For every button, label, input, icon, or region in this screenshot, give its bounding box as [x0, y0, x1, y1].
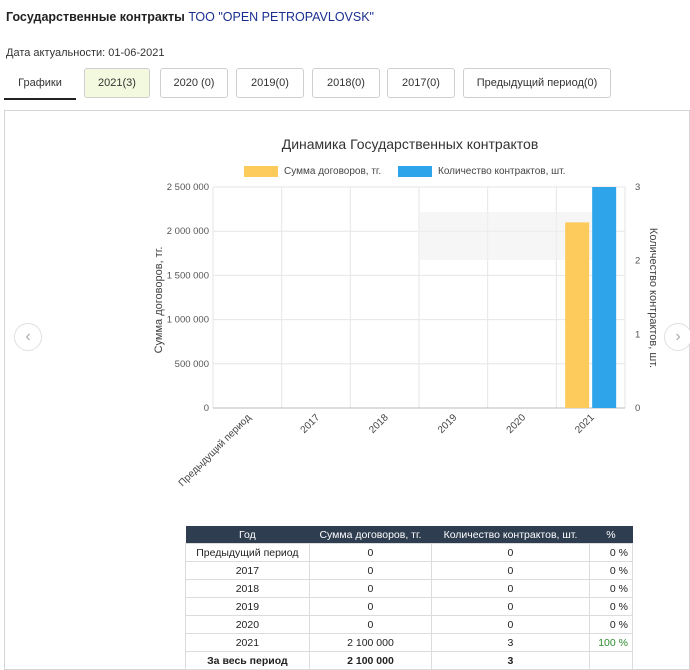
cell-count: 0 — [431, 579, 590, 598]
chart-title: Динамика Государственных контрактов — [281, 136, 539, 152]
tab-2018[interactable]: 2018(0) — [312, 68, 380, 98]
cell-year: 2020 — [185, 615, 310, 634]
table-row: 2020 0 0 0 % — [185, 615, 634, 634]
col-percent: % — [589, 526, 633, 544]
cell-total-sum: 2 100 000 — [308, 651, 433, 670]
cell-percent: 0 % — [588, 561, 634, 580]
cell-total-count: 3 — [431, 651, 590, 670]
chevron-right-icon: › — [675, 328, 681, 345]
page-header: Государственные контракты ТОО "OPEN PETR… — [6, 10, 374, 24]
cell-count: 0 — [431, 615, 590, 634]
table-header-row: Год Сумма договоров, тг. Количество конт… — [185, 526, 633, 544]
legend-item-sum[interactable]: Сумма договоров, тг. — [244, 166, 381, 177]
contracts-table: Год Сумма договоров, тг. Количество конт… — [185, 526, 634, 670]
cell-percent: 0 % — [588, 579, 634, 598]
table-row: 2019 0 0 0 % — [185, 597, 634, 616]
cell-sum: 0 — [308, 543, 433, 562]
tab-2021[interactable]: 2021(3) — [84, 68, 150, 98]
table-row: 2018 0 0 0 % — [185, 579, 634, 598]
company-name[interactable]: ТОО "OPEN PETROPAVLOVSK" — [188, 10, 374, 24]
cell-percent: 100 % — [588, 633, 634, 652]
cell-percent: 0 % — [588, 615, 634, 634]
cell-sum: 2 100 000 — [308, 633, 433, 652]
cell-count: 3 — [431, 633, 590, 652]
tab-2017[interactable]: 2017(0) — [387, 68, 455, 98]
legend-label-count: Количество контрактов, шт. — [438, 166, 566, 177]
tab-2020[interactable]: 2020 (0) — [160, 68, 228, 98]
legend-label-sum: Сумма договоров, тг. — [284, 166, 382, 177]
table-row: 2017 0 0 0 % — [185, 561, 634, 580]
chevron-left-icon: ‹ — [25, 328, 31, 345]
carousel-next-button[interactable]: › — [664, 323, 690, 351]
tab-charts[interactable]: Графики — [4, 68, 76, 100]
cell-sum: 0 — [308, 597, 433, 616]
cell-total-percent — [588, 651, 634, 670]
tab-previous-period[interactable]: Предыдущий период(0) — [463, 68, 611, 98]
table-row: 2021 2 100 000 3 100 % — [185, 633, 634, 652]
cell-sum: 0 — [308, 615, 433, 634]
page-title: Государственные контракты — [6, 10, 185, 24]
col-count: Количество контрактов, шт. — [431, 526, 590, 544]
cell-count: 0 — [431, 561, 590, 580]
col-sum: Сумма договоров, тг. — [309, 526, 432, 544]
carousel-prev-button[interactable]: ‹ — [14, 323, 42, 351]
cell-year: 2017 — [185, 561, 310, 580]
legend-item-count[interactable]: Количество контрактов, шт. — [398, 166, 565, 177]
cell-year: 2019 — [185, 597, 310, 616]
cell-sum: 0 — [308, 561, 433, 580]
col-year: Год — [185, 526, 310, 544]
table-total-row: За весь период 2 100 000 3 — [185, 651, 634, 670]
cell-percent: 0 % — [588, 597, 634, 616]
cell-total-label: За весь период — [185, 651, 310, 670]
cell-year: Предыдущий период — [185, 543, 310, 562]
cell-sum: 0 — [308, 579, 433, 598]
cell-percent: 0 % — [588, 543, 634, 562]
cell-count: 0 — [431, 597, 590, 616]
tab-2019[interactable]: 2019(0) — [236, 68, 304, 98]
legend-swatch-sum — [244, 166, 278, 177]
legend-swatch-count — [398, 166, 432, 177]
update-date: Дата актуальности: 01-06-2021 — [6, 47, 165, 59]
cell-year: 2021 — [185, 633, 310, 652]
cell-year: 2018 — [185, 579, 310, 598]
cell-count: 0 — [431, 543, 590, 562]
table-row: Предыдущий период 0 0 0 % — [185, 543, 634, 562]
